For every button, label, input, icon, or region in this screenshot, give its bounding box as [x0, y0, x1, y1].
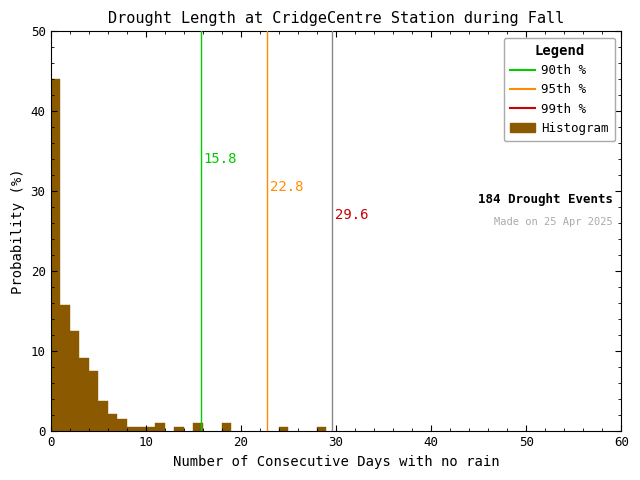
Bar: [155, 423, 164, 432]
Bar: [79, 358, 88, 432]
Text: 22.8: 22.8: [270, 180, 304, 194]
Bar: [222, 423, 231, 432]
Title: Drought Length at CridgeCentre Station during Fall: Drought Length at CridgeCentre Station d…: [108, 11, 564, 26]
Bar: [146, 428, 155, 432]
Bar: [317, 428, 326, 432]
Bar: [127, 428, 136, 432]
Bar: [88, 371, 98, 432]
Bar: [279, 428, 289, 432]
Text: 15.8: 15.8: [204, 153, 237, 167]
Y-axis label: Probability (%): Probability (%): [11, 168, 25, 294]
Bar: [60, 305, 70, 432]
Text: 29.6: 29.6: [335, 208, 369, 222]
Legend: 90th %, 95th %, 99th %, Histogram: 90th %, 95th %, 99th %, Histogram: [504, 38, 615, 141]
X-axis label: Number of Consecutive Days with no rain: Number of Consecutive Days with no rain: [173, 455, 499, 469]
Bar: [98, 401, 108, 432]
Text: Made on 25 Apr 2025: Made on 25 Apr 2025: [494, 217, 613, 228]
Bar: [174, 428, 184, 432]
Bar: [51, 80, 60, 432]
Bar: [193, 423, 203, 432]
Text: 184 Drought Events: 184 Drought Events: [478, 193, 613, 206]
Bar: [70, 332, 79, 432]
Bar: [136, 428, 146, 432]
Bar: [117, 419, 127, 432]
Bar: [108, 414, 117, 432]
